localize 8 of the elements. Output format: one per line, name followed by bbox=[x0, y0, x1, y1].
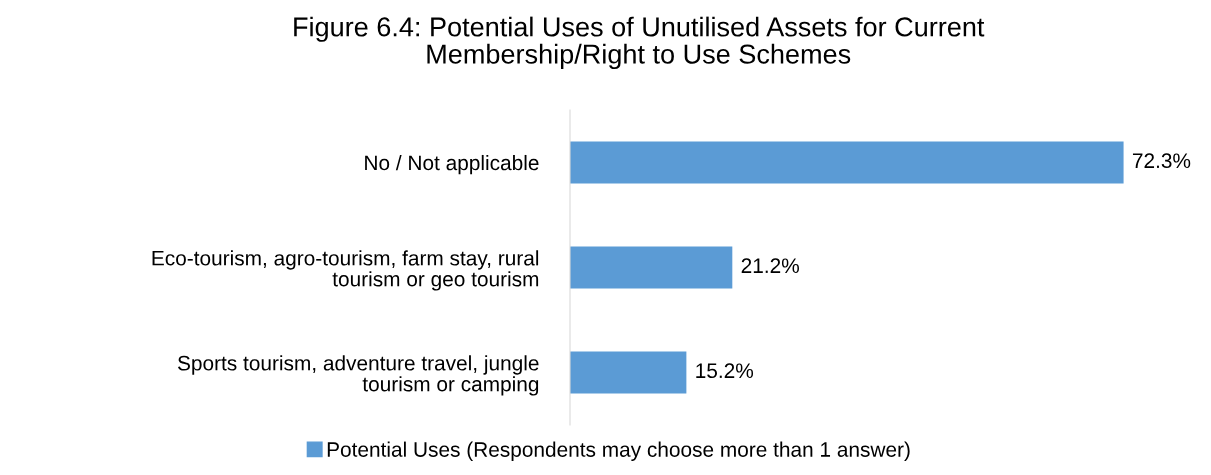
chart-title: Figure 6.4: Potential Uses of Unutilised Assets for Current Membership/Right to Use Schemes bbox=[294, 16, 985, 70]
y-tick-label: Eco-tourism, agro-tourism, farm stay, rural tourism or geo tourism bbox=[152, 250, 539, 291]
data-label: 15.2% bbox=[696, 363, 754, 379]
y-tick-label: Sports tourism, adventure travel, jungle tourism or camping bbox=[177, 355, 539, 396]
legend-label: Potential Uses (Respondents may choose more than 1 answer) bbox=[327, 441, 910, 461]
data-label: 72.3% bbox=[1132, 153, 1191, 169]
data-label: 21.2% bbox=[741, 258, 799, 274]
y-tick-label: No / Not applicable bbox=[365, 154, 539, 175]
